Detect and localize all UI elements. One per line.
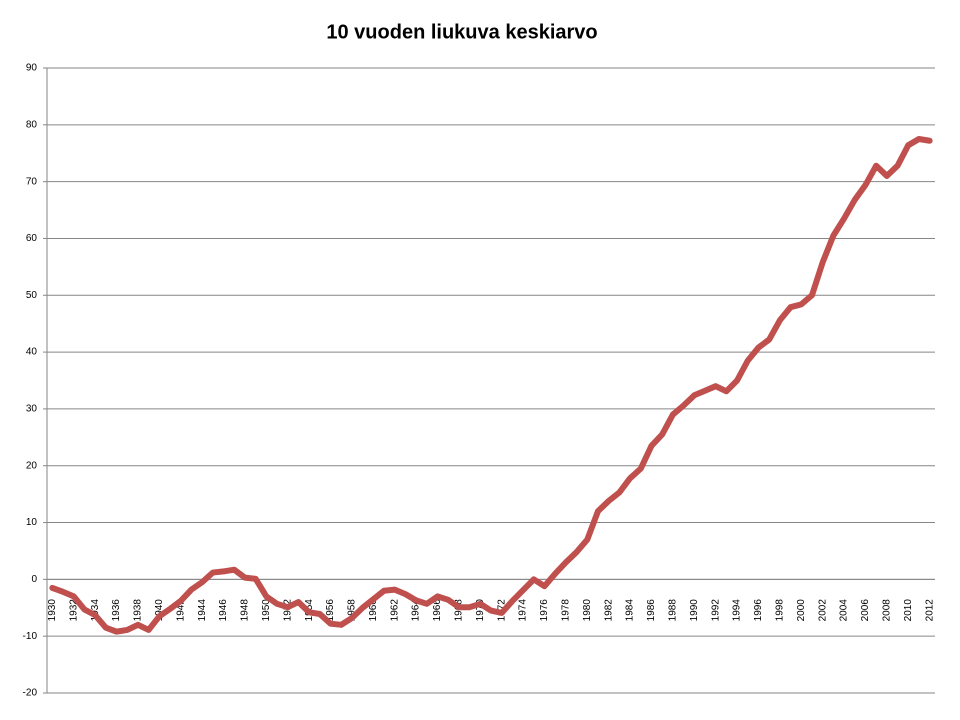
x-tick-label: 1978	[561, 599, 572, 622]
y-tick-label: 60	[26, 233, 38, 244]
y-tick-label: 10	[26, 517, 38, 528]
x-tick-label: 2010	[903, 599, 914, 622]
x-tick-label: 2008	[881, 599, 892, 622]
x-tick-label: 1988	[668, 599, 679, 622]
x-tick-label: 1986	[646, 599, 657, 622]
x-tick-label: 2004	[839, 599, 850, 622]
y-tick-label: 70	[26, 176, 38, 187]
y-tick-label: 80	[26, 119, 38, 130]
y-tick-label: -20	[23, 688, 38, 699]
x-tick-label: 2002	[817, 599, 828, 622]
x-tick-label: 1942	[175, 599, 186, 622]
x-tick-label: 2012	[924, 599, 935, 622]
data-line	[49, 136, 933, 635]
x-tick-label: 1948	[240, 599, 251, 622]
y-tick-label: -10	[23, 631, 38, 642]
x-tick-label: 1998	[775, 599, 786, 622]
x-tick-label: 1966	[432, 599, 443, 622]
x-tick-label: 1992	[710, 599, 721, 622]
x-tick-label: 1974	[518, 599, 529, 622]
x-tick-label: 2000	[796, 599, 807, 622]
x-tick-label: 1934	[90, 599, 101, 622]
y-tick-label: 30	[26, 404, 38, 415]
y-tick-label: 20	[26, 460, 38, 471]
x-tick-label: 1950	[261, 599, 272, 622]
x-tick-label: 1956	[325, 599, 336, 622]
x-tick-label: 1944	[197, 599, 208, 622]
y-tick-label: 0	[31, 574, 37, 585]
x-tick-label: 1958	[347, 599, 358, 622]
x-tick-label: 1976	[539, 599, 550, 622]
x-tick-label: 1940	[154, 599, 165, 622]
x-tick-label: 1970	[475, 599, 486, 622]
chart-title: 10 vuoden liukuva keskiarvo	[326, 21, 597, 43]
x-tick-label: 1946	[218, 599, 229, 622]
x-tick-label: 1964	[411, 599, 422, 622]
x-tick-label: 1932	[68, 599, 79, 622]
y-tick-label: 50	[26, 290, 38, 301]
x-tick-label: 1994	[732, 599, 743, 622]
y-tick-label: 40	[26, 347, 38, 358]
x-tick-label: 1936	[111, 599, 122, 622]
y-tick-label: 90	[26, 63, 38, 74]
x-tick-label: 1930	[47, 599, 58, 622]
x-tick-label: 1962	[389, 599, 400, 622]
x-tick-label: 1996	[753, 599, 764, 622]
x-tick-label: 1960	[368, 599, 379, 622]
x-tick-label: 1938	[133, 599, 144, 622]
x-tick-label: 1990	[689, 599, 700, 622]
x-tick-label: 2006	[860, 599, 871, 622]
x-tick-label: 1980	[582, 599, 593, 622]
x-tick-label: 1982	[603, 599, 614, 622]
x-tick-label: 1984	[625, 599, 636, 622]
